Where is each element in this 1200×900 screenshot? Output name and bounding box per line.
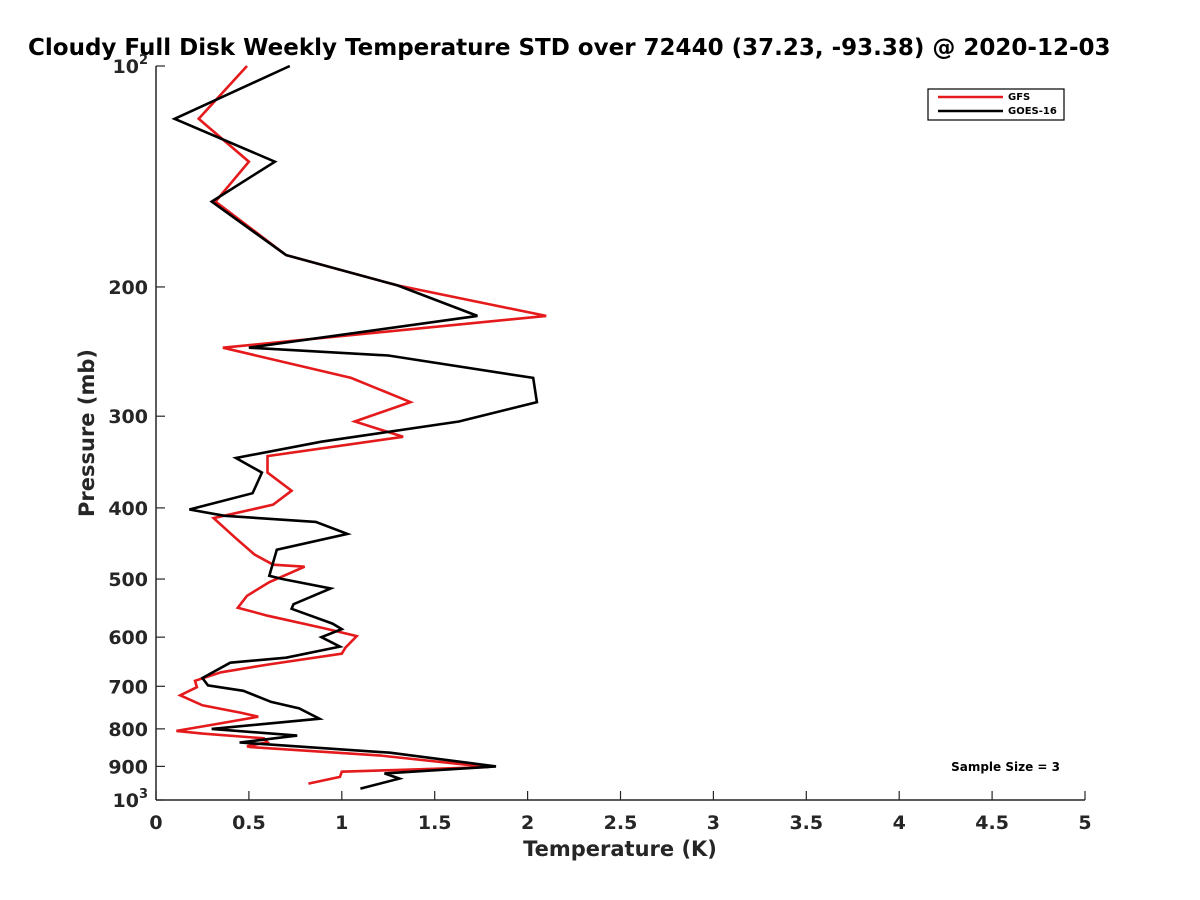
chart-title: Cloudy Full Disk Weekly Temperature STD … [28, 35, 1111, 61]
legend-label-goes16: GOES-16 [1008, 106, 1057, 117]
y-tick-label: 300 [108, 406, 148, 428]
y-tick-label: 600 [108, 627, 148, 649]
x-tick-label: 1 [335, 812, 348, 834]
x-tick-label: 5 [1078, 812, 1091, 834]
x-tick-label: 3.5 [789, 812, 823, 834]
y-tick-label: 400 [108, 498, 148, 520]
series-layer [171, 64, 547, 790]
axes-layer: 0 0.5 1 1.5 2 2.5 3 3.5 4 4.5 5 102 200 300 400 500 600 7… [108, 53, 1091, 834]
x-tick-label: 0 [149, 812, 162, 834]
x-tick-label: 4.5 [975, 812, 1009, 834]
y-tick-label: 200 [108, 277, 148, 299]
legend: GFS GOES-16 [927, 88, 1065, 121]
y-tick-label: 500 [108, 569, 148, 591]
y-tick-label: 102 [113, 53, 149, 78]
y-axis-label: Pressure (mb) [75, 349, 99, 517]
y-tick-label: 700 [108, 676, 148, 698]
x-tick-label: 0.5 [232, 812, 266, 834]
legend-box [927, 88, 1065, 121]
y-tick-label: 800 [108, 719, 148, 741]
series-line-gfs [176, 65, 547, 785]
y-tick-label: 900 [108, 756, 148, 778]
y-tick-label: 103 [113, 787, 149, 812]
x-tick-label: 1.5 [418, 812, 452, 834]
x-axis-label: Temperature (K) [523, 837, 717, 861]
sample-size-annotation: Sample Size = 3 [951, 760, 1060, 774]
x-tick-label: 4 [893, 812, 906, 834]
x-tick-label: 3 [707, 812, 720, 834]
x-tick-label: 2.5 [604, 812, 638, 834]
series-line-goes16 [171, 64, 539, 790]
legend-label-gfs: GFS [1008, 92, 1030, 103]
x-tick-label: 2 [521, 812, 534, 834]
